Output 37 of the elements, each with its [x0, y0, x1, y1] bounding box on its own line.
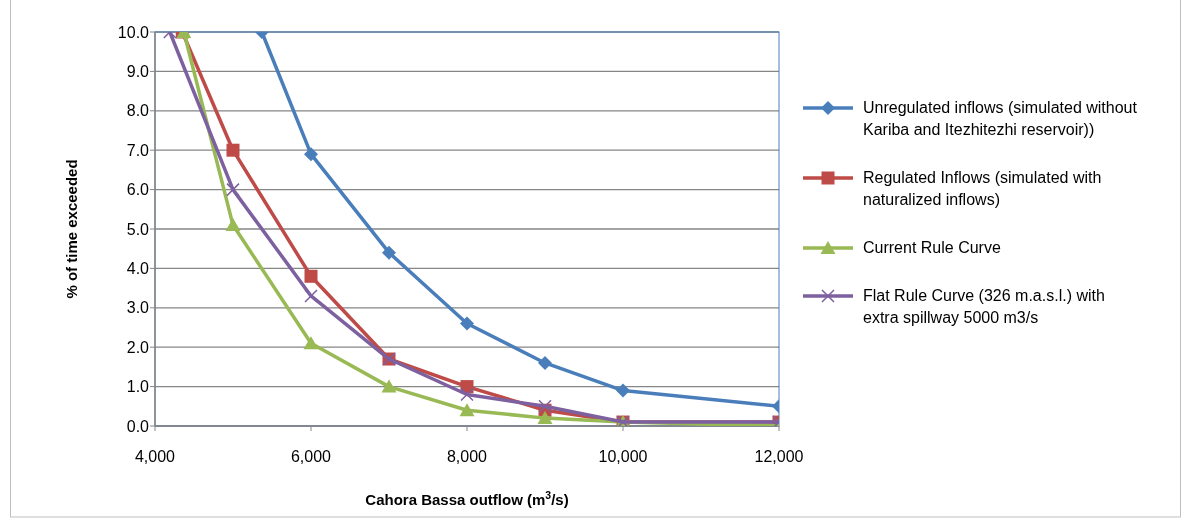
y-tick-label: 3.0	[126, 299, 150, 317]
y-tick-label: 2.0	[126, 338, 150, 356]
x-axis-title: Cahora Bassa outflow (m$^{3}$/s)	[365, 489, 569, 508]
legend-label: Unregulated inflows (simulated without Kariba and Itezhitezhi reservoir))	[863, 99, 1138, 138]
point	[460, 316, 474, 331]
point	[460, 387, 474, 402]
y-tick-label: 5.0	[126, 220, 150, 238]
y-tick-label: 10.0	[117, 23, 150, 41]
point	[381, 379, 397, 393]
y-tick-label: 6.0	[126, 181, 150, 199]
point	[303, 336, 319, 350]
y-tick-label: 0.0	[126, 417, 150, 435]
point	[616, 383, 630, 398]
point	[226, 182, 240, 197]
x-tick-label: 6,000	[290, 448, 332, 465]
point	[304, 269, 318, 283]
point	[304, 147, 318, 162]
point	[537, 411, 553, 425]
point	[225, 218, 241, 232]
y-tick-label: 1.0	[126, 378, 150, 396]
point	[538, 399, 552, 414]
point	[459, 403, 475, 417]
x-tick-label: 4,000	[134, 448, 176, 465]
point	[382, 245, 396, 260]
y-axis-title: % of time exceeded	[63, 159, 80, 299]
x-tick-label: 8,000	[446, 448, 488, 465]
y-tick-label: 7.0	[126, 141, 150, 159]
x-tick-label: 10,000	[598, 448, 648, 465]
x-tick-label: 12,000	[754, 448, 804, 465]
y-tick-label: 4.0	[126, 260, 150, 277]
legend-label: Flat Rule Curve (326 m.a.s.l.) with extra spillway 5000 m3/s	[863, 287, 1105, 326]
y-tick-label: 8.0	[126, 102, 150, 120]
point	[538, 355, 552, 370]
y-tick-label: 9.0	[126, 63, 150, 80]
legend-label: Regulated Inflows (simulated with naturalized inflows)	[863, 169, 1102, 208]
legend-label: Current Rule Curve	[863, 239, 1001, 256]
point	[226, 143, 240, 157]
